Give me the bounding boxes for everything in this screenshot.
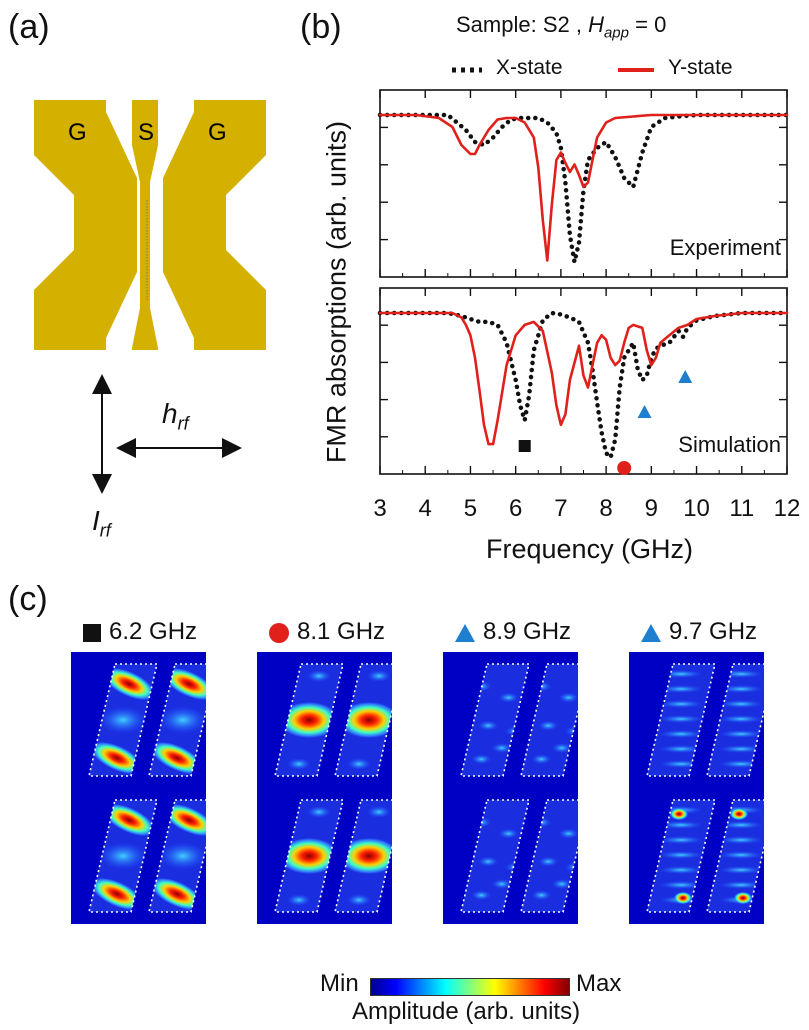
colorbar-max-label: Max — [576, 970, 622, 997]
mode-caption-3: 9.7 GHz — [641, 618, 757, 646]
x-tick-label: 7 — [554, 495, 567, 522]
element-outline — [645, 663, 717, 777]
ground-pad-left-label: G — [68, 119, 87, 146]
panel-label-c: (c) — [8, 580, 48, 618]
series-y-state-1 — [378, 311, 789, 446]
signal-pad — [132, 100, 158, 350]
mode-profile-panel-1 — [257, 652, 392, 924]
colorbar — [370, 978, 570, 996]
legend-label-y-state: Y-state — [668, 56, 733, 79]
x-tick-label: 6 — [509, 495, 522, 522]
x-tick-label: 11 — [729, 495, 754, 522]
x-axis-label: Frequency (GHz) — [486, 534, 694, 564]
colorbar-title: Amplitude (arb. units) — [352, 998, 581, 1025]
mode-profile-map-3 — [645, 663, 764, 913]
legend-swatch-y-state — [618, 68, 654, 72]
colorbar-min-label: Min — [320, 970, 359, 997]
element-outline — [273, 799, 345, 913]
mode-caption-label: 8.9 GHz — [483, 618, 572, 645]
mode-marker-triangle-2 — [637, 405, 652, 418]
series-y-state-0 — [378, 113, 789, 262]
mode-profile-panel-0 — [71, 652, 206, 924]
mode-caption-0: 6.2 GHz — [83, 618, 197, 646]
mode-caption-label: 6.2 GHz — [109, 618, 198, 645]
x-tick-label: 8 — [599, 495, 612, 522]
mode-caption-2: 8.9 GHz — [455, 618, 571, 646]
series-x-state-1 — [377, 310, 790, 460]
mode-caption-marker-triangle — [641, 623, 661, 642]
mode-marker-square-0 — [518, 440, 531, 452]
mode-marker-circle-1 — [617, 461, 632, 475]
sample-title: Sample: S2 , Happ = 0 — [456, 12, 667, 42]
mode-caption-marker-square — [83, 623, 101, 642]
element-outline — [459, 799, 531, 913]
mode-caption-1: 8.1 GHz — [269, 618, 385, 646]
x-tick-label: 9 — [645, 495, 658, 522]
x-tick-label: 5 — [464, 495, 477, 522]
legend-label-x-state: X-state — [496, 56, 563, 79]
element-outline — [333, 663, 392, 777]
mode-profile-map-2 — [459, 663, 578, 913]
element-outline — [705, 663, 764, 777]
element-outline — [147, 799, 206, 913]
ground-pad-left — [34, 100, 137, 350]
element-outline — [273, 663, 345, 777]
i-rf-label: Irf — [92, 505, 111, 541]
element-outline — [519, 799, 578, 913]
panel-label-b: (b) — [300, 8, 342, 46]
ground-pad-right — [163, 100, 266, 350]
x-tick-label: 3 — [373, 495, 386, 522]
element-outline — [87, 663, 159, 777]
mode-profile-panel-3 — [629, 652, 764, 924]
element-outline — [333, 799, 392, 913]
subplot-annotation-1: Simulation — [678, 432, 781, 457]
h-rf-label: hrf — [162, 398, 189, 434]
panel-label-a: (a) — [8, 8, 50, 46]
mode-profile-map-1 — [273, 663, 392, 913]
y-axis-label: FMR absorptions (arb. units) — [321, 120, 352, 464]
fmr-chart: Experiment Simulation 3 4 5 6 7 8 9 10 11 12 — [373, 89, 801, 522]
mode-caption-label: 8.1 GHz — [297, 618, 386, 645]
x-tick-label: 10 — [683, 495, 710, 522]
mode-caption-label: 9.7 GHz — [669, 618, 758, 645]
mode-marker-triangle-3 — [678, 370, 693, 383]
x-tick-label: 12 — [774, 495, 801, 522]
element-outline — [459, 663, 531, 777]
mode-caption-marker-triangle — [455, 623, 475, 642]
mode-profile-map-0 — [87, 663, 206, 913]
x-tick-label: 4 — [419, 495, 432, 522]
ground-pad-right-label: G — [208, 119, 227, 146]
subplot-annotation-0: Experiment — [670, 235, 781, 260]
element-outline — [519, 663, 578, 777]
element-outline — [87, 799, 159, 913]
field-arrows — [92, 374, 242, 494]
series-x-state-0 — [377, 112, 790, 265]
signal-pad-label: S — [138, 119, 154, 146]
cpw-device-diagram: G S G — [34, 100, 266, 350]
element-outline — [645, 799, 717, 913]
legend: X-state Y-state — [420, 56, 800, 90]
element-outline — [147, 663, 206, 777]
mode-caption-marker-circle — [269, 622, 289, 643]
legend-swatch-x-state — [452, 67, 482, 73]
mode-profile-panel-2 — [443, 652, 578, 924]
element-outline — [705, 799, 764, 913]
